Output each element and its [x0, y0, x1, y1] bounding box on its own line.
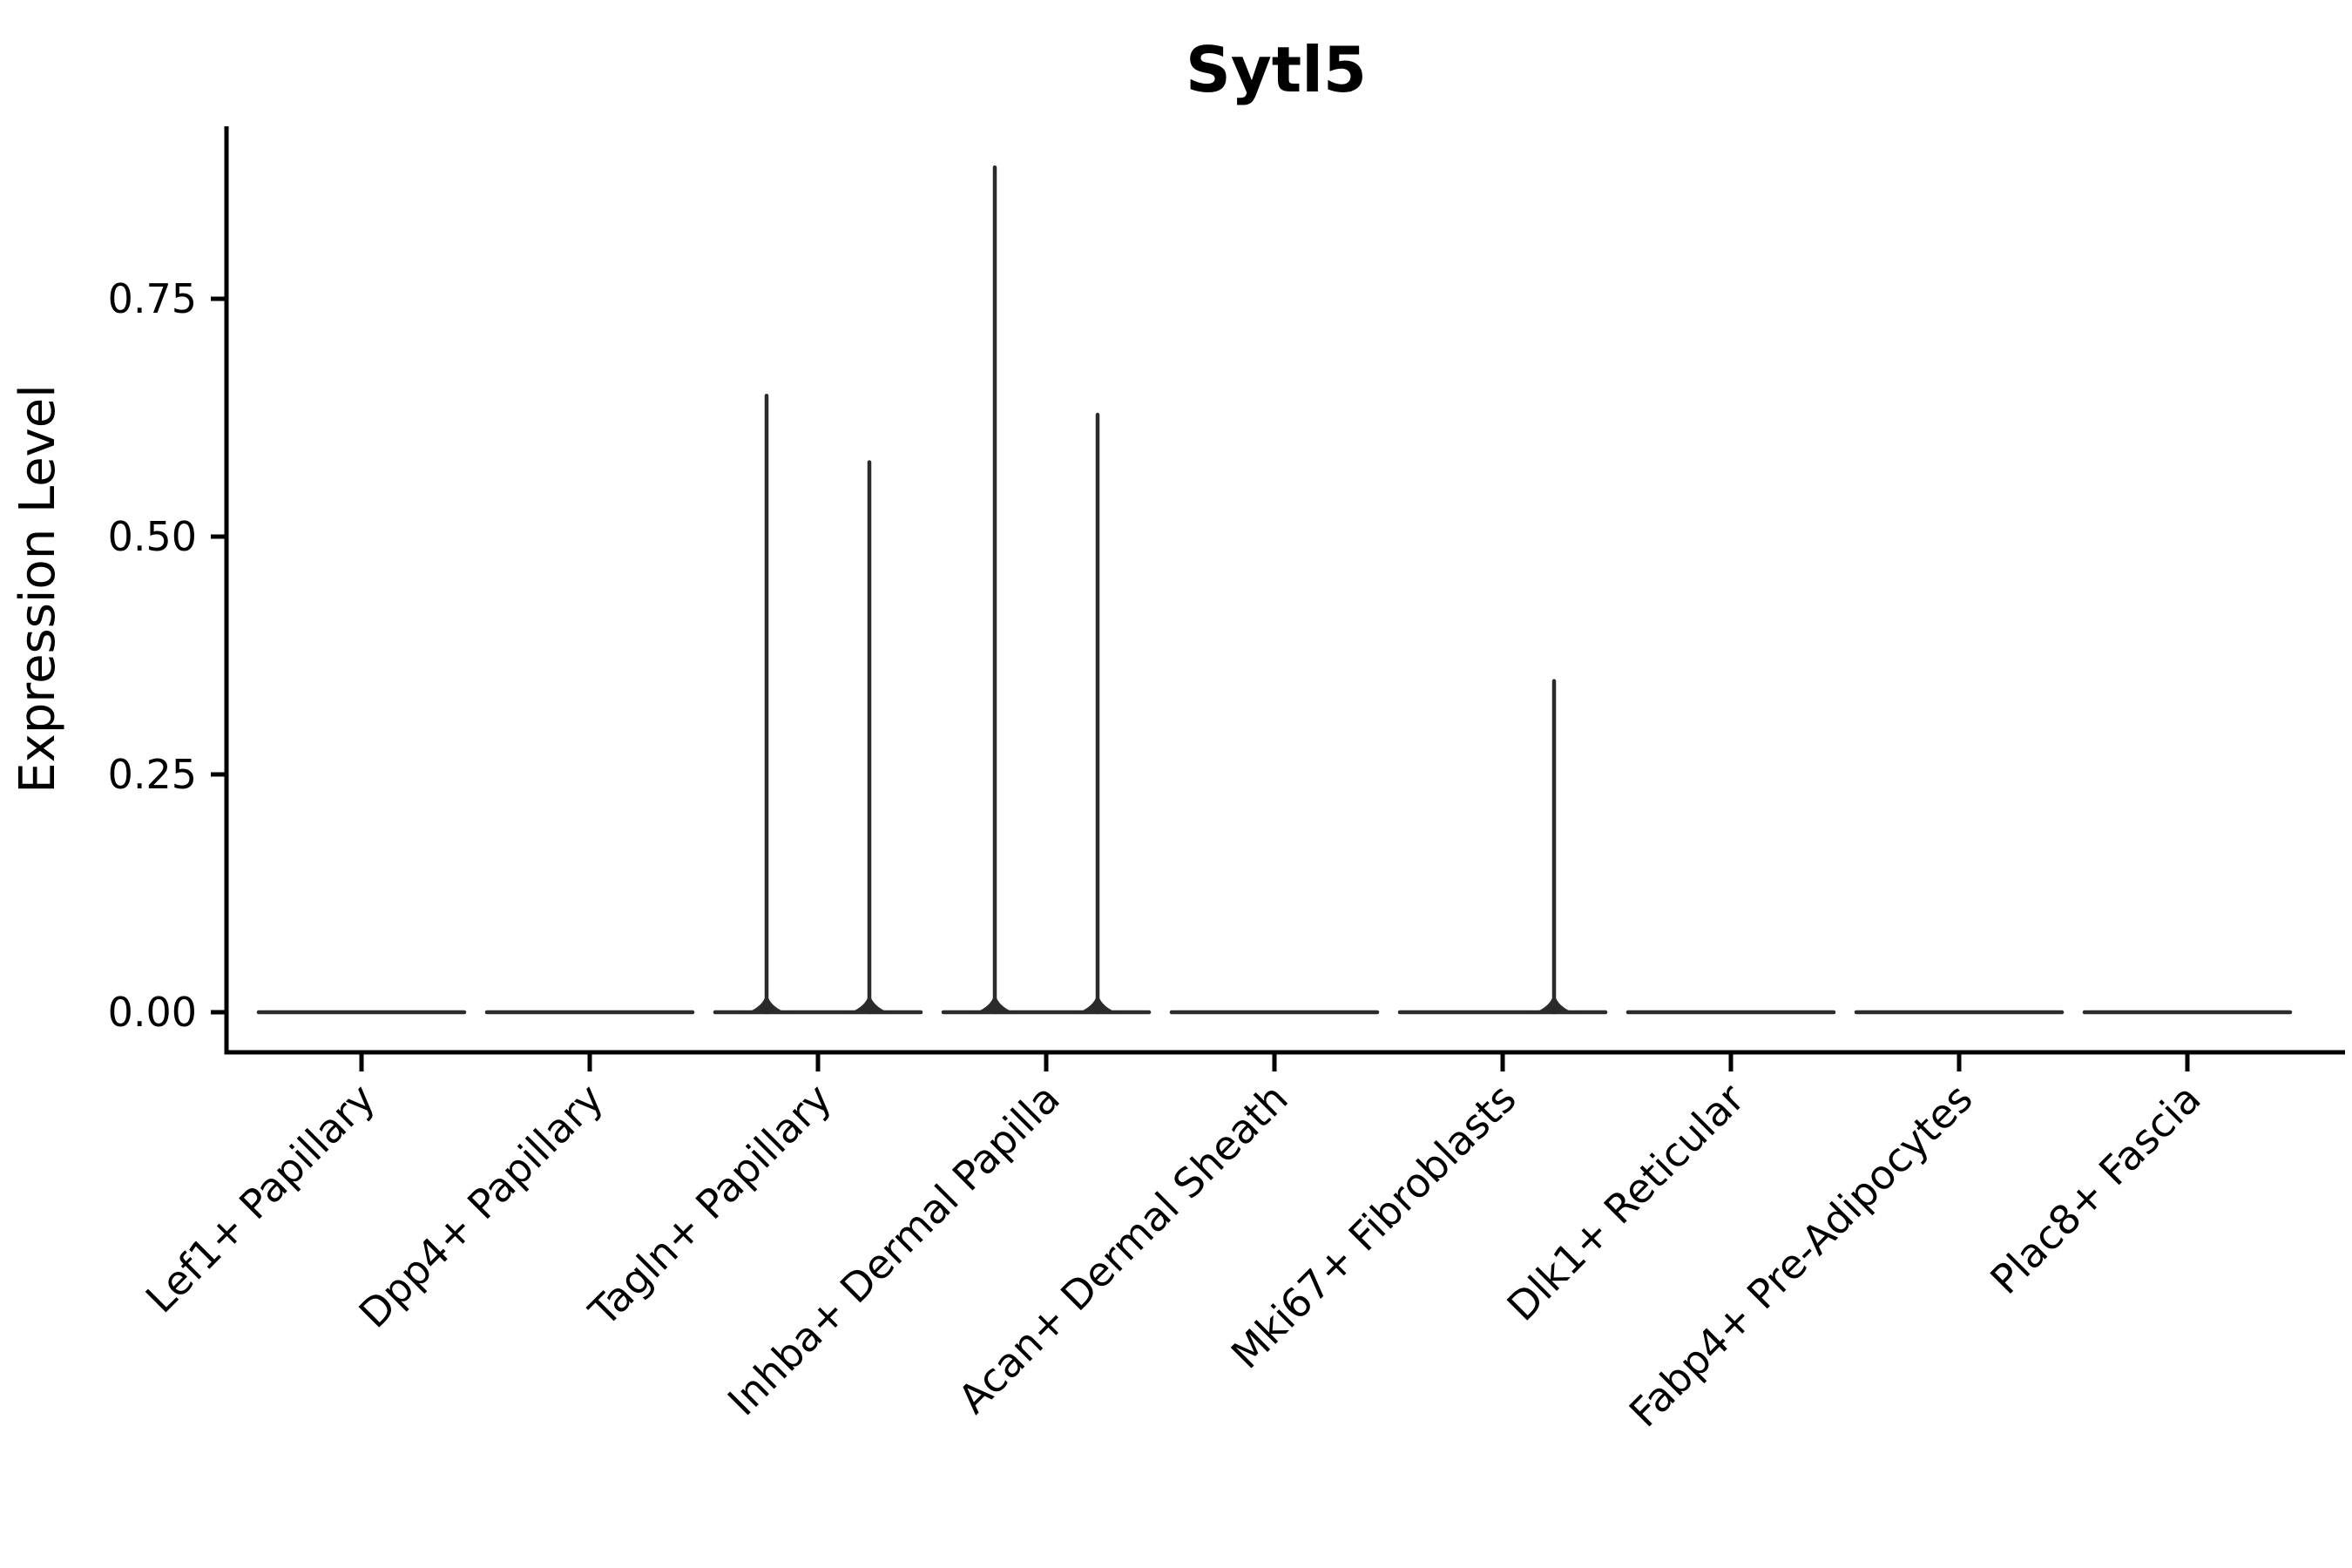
x-axis-ticks	[359, 1052, 2190, 1071]
y-tick-label: 0.25	[108, 751, 197, 798]
x-tick-label: Dpp4+ Papillary	[350, 1075, 612, 1337]
y-tick-label: 0.75	[108, 275, 197, 322]
x-tick-label: Dlk1+ Reticular	[1498, 1075, 1754, 1330]
chart-title: Sytl5	[1186, 33, 1367, 106]
y-axis-label: Expression Level	[10, 384, 66, 794]
y-tick-label: 0.50	[108, 513, 197, 560]
x-tick-label: Tagln+ Papillary	[579, 1075, 841, 1336]
y-tick-label: 0.00	[108, 989, 197, 1036]
y-axis-ticks: 0.00 0.25 0.50 0.75	[108, 275, 226, 1036]
violins	[256, 165, 2293, 1015]
axes	[224, 126, 2345, 1055]
x-tick-label: Plac8+ Fascia	[1981, 1075, 2209, 1303]
x-tick-label: Lef1+ Papillary	[137, 1075, 384, 1322]
